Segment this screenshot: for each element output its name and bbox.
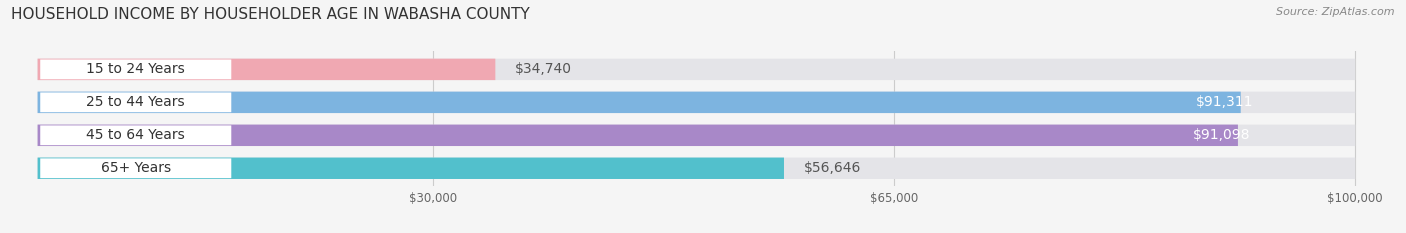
FancyBboxPatch shape <box>38 92 1240 113</box>
FancyBboxPatch shape <box>41 59 232 79</box>
Text: 45 to 64 Years: 45 to 64 Years <box>86 128 186 142</box>
FancyBboxPatch shape <box>38 125 1237 146</box>
FancyBboxPatch shape <box>38 92 1355 113</box>
Text: Source: ZipAtlas.com: Source: ZipAtlas.com <box>1277 7 1395 17</box>
Text: 25 to 44 Years: 25 to 44 Years <box>86 95 186 109</box>
Text: $34,740: $34,740 <box>515 62 572 76</box>
Text: $56,646: $56,646 <box>804 161 860 175</box>
FancyBboxPatch shape <box>41 158 232 178</box>
FancyBboxPatch shape <box>38 125 1355 146</box>
FancyBboxPatch shape <box>38 158 1355 179</box>
FancyBboxPatch shape <box>41 93 232 112</box>
Text: $91,311: $91,311 <box>1197 95 1254 109</box>
Text: HOUSEHOLD INCOME BY HOUSEHOLDER AGE IN WABASHA COUNTY: HOUSEHOLD INCOME BY HOUSEHOLDER AGE IN W… <box>11 7 530 22</box>
FancyBboxPatch shape <box>38 59 495 80</box>
FancyBboxPatch shape <box>38 158 785 179</box>
Text: 65+ Years: 65+ Years <box>101 161 170 175</box>
FancyBboxPatch shape <box>38 59 1355 80</box>
Text: 15 to 24 Years: 15 to 24 Years <box>86 62 186 76</box>
Text: $91,098: $91,098 <box>1194 128 1251 142</box>
FancyBboxPatch shape <box>41 125 232 145</box>
